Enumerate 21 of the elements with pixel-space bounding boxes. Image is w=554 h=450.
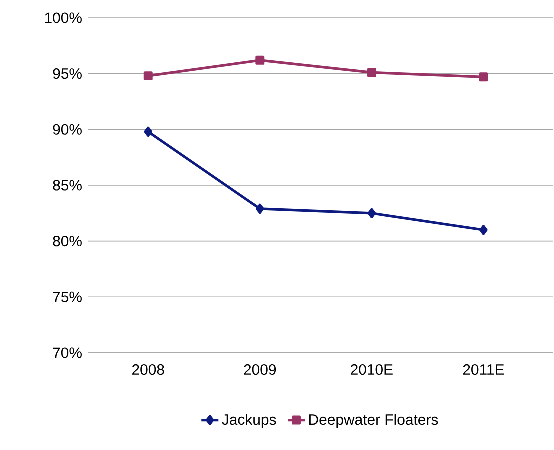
y-tick-label: 95%	[53, 68, 82, 80]
y-tick-label: 90%	[53, 124, 82, 135]
x-tick-label: 2010E	[351, 364, 393, 376]
legend-label: Jackups	[222, 414, 276, 428]
point	[479, 72, 488, 82]
point	[144, 72, 153, 81]
x-tick-label: 2009	[244, 364, 276, 376]
legend-label: Deepwater Floaters	[310, 414, 438, 428]
x-tick-label: 2008	[132, 364, 164, 376]
y-tick-label: 75%	[53, 292, 82, 302]
point	[256, 204, 264, 214]
point	[480, 225, 488, 236]
point	[368, 208, 376, 218]
y-tick-label: 85%	[53, 180, 82, 191]
y-tick-label: 70%	[53, 348, 82, 358]
y-tick-label: 100%	[45, 12, 82, 24]
x-tick-label: 2011E	[463, 364, 504, 376]
point	[256, 56, 265, 65]
y-tick-label: 80%	[53, 236, 82, 247]
point	[144, 126, 153, 137]
point	[367, 68, 376, 78]
